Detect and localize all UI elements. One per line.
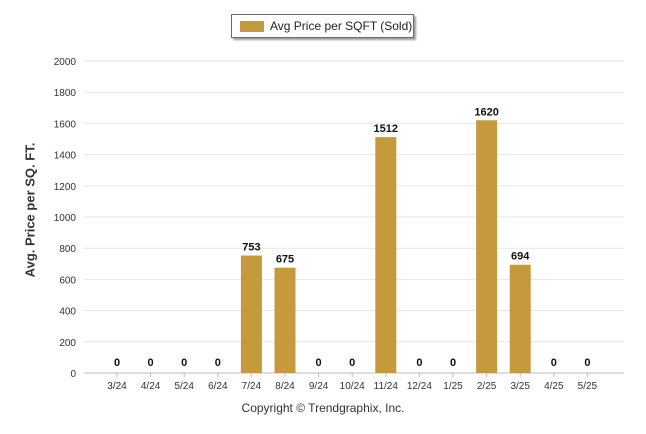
y-tick-label: 400 (59, 307, 76, 318)
x-tick-label: 4/25 (544, 381, 564, 392)
y-tick-label: 1600 (54, 119, 77, 130)
x-tick-label: 9/24 (309, 381, 329, 392)
y-tick-label: 1800 (54, 88, 77, 99)
data-label: 753 (242, 242, 260, 254)
data-label: 0 (450, 357, 456, 369)
x-tick-label: 1/25 (443, 381, 463, 392)
legend-label: Avg Price per SQFT (Sold) (270, 19, 413, 33)
bar (274, 267, 296, 373)
bar (375, 137, 397, 373)
y-tick-label: 600 (59, 275, 76, 286)
x-tick-label: 7/24 (242, 381, 262, 392)
x-tick-label: 10/24 (340, 381, 365, 392)
data-label: 0 (114, 357, 120, 369)
chart-legend: Avg Price per SQFT (Sold) (231, 14, 414, 38)
y-tick-label: 0 (70, 369, 76, 380)
data-label: 0 (551, 357, 557, 369)
bar (476, 120, 498, 373)
data-label: 1512 (374, 123, 398, 135)
x-tick-label: 3/25 (510, 381, 530, 392)
data-label: 694 (511, 251, 530, 263)
bar (240, 255, 262, 373)
data-label: 0 (349, 357, 355, 369)
x-tick-label: 4/24 (141, 381, 161, 392)
y-tick-label: 1200 (54, 182, 77, 193)
y-tick-label: 1000 (54, 213, 77, 224)
y-tick-label: 200 (59, 338, 76, 349)
data-label: 0 (181, 357, 187, 369)
x-tick-label: 2/25 (477, 381, 497, 392)
x-tick-label: 5/25 (578, 381, 598, 392)
x-tick-label: 3/24 (107, 381, 127, 392)
data-label: 0 (316, 357, 322, 369)
data-label: 0 (584, 357, 590, 369)
bar (509, 264, 531, 373)
x-tick-label: 5/24 (174, 381, 194, 392)
x-tick-label: 12/24 (407, 381, 432, 392)
data-label: 675 (276, 254, 294, 266)
data-label: 0 (148, 357, 154, 369)
y-tick-label: 1400 (54, 151, 77, 162)
x-tick-label: 11/24 (374, 381, 399, 392)
data-label: 1620 (474, 106, 498, 118)
data-label: 0 (215, 357, 221, 369)
copyright-footer: Copyright © Trendgraphix, Inc. (241, 401, 405, 415)
y-tick-label: 2000 (54, 57, 77, 68)
legend-swatch (240, 20, 264, 32)
data-label: 0 (416, 357, 422, 369)
x-tick-label: 8/24 (275, 381, 295, 392)
y-tick-label: 800 (59, 244, 76, 255)
x-tick-label: 6/24 (208, 381, 228, 392)
